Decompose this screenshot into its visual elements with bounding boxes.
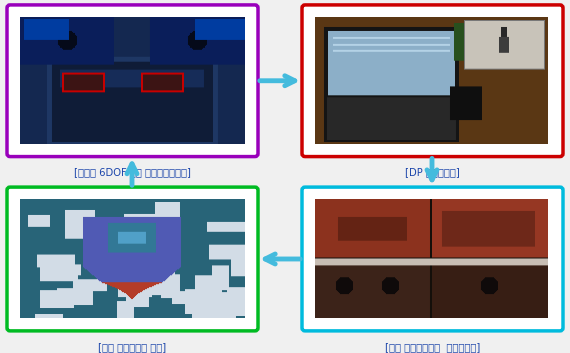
FancyBboxPatch shape: [302, 5, 563, 157]
FancyBboxPatch shape: [302, 187, 563, 331]
Text: [빙수조 6DOF 광학 운동계측시스템]: [빙수조 6DOF 광학 운동계측시스템]: [74, 167, 191, 178]
FancyBboxPatch shape: [7, 187, 258, 331]
Text: [DP 제어시스템]: [DP 제어시스템]: [405, 167, 460, 178]
FancyBboxPatch shape: [7, 5, 258, 157]
Text: [극지 해양구조물의  추진시스템]: [극지 해양구조물의 추진시스템]: [385, 342, 480, 352]
Text: [극지 해양구조물 운동]: [극지 해양구조물 운동]: [99, 342, 166, 352]
